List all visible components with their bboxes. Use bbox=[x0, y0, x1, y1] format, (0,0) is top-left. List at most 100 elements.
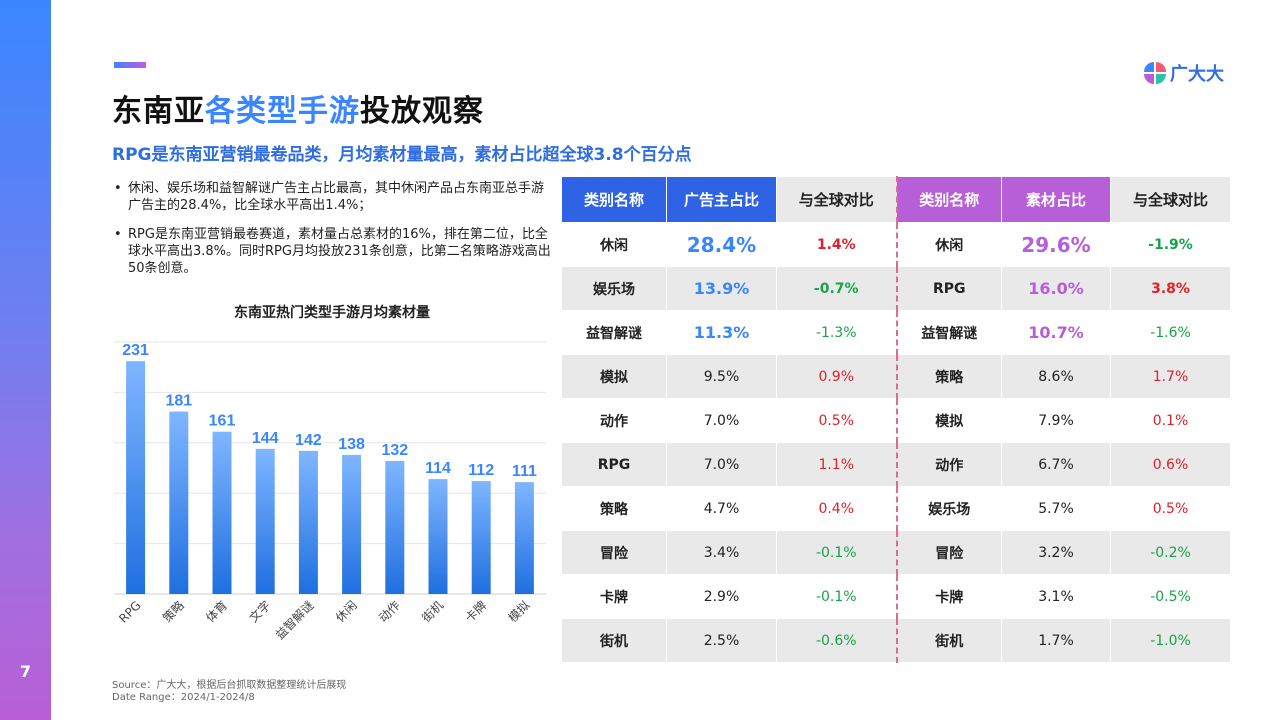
advertiser-compare-cell: -0.6% bbox=[776, 618, 897, 663]
creative-share-cell: 5.7% bbox=[1001, 486, 1111, 531]
x-tick-label: 益智解谜 bbox=[272, 598, 317, 640]
advertiser-compare-cell: 1.4% bbox=[776, 222, 897, 267]
advertiser-compare-cell: 1.1% bbox=[776, 442, 897, 487]
bar-value-label: 111 bbox=[512, 463, 537, 480]
left-category-cell: 娱乐场 bbox=[561, 266, 667, 311]
comparison-table: 类别名称 广告主占比 与全球对比 类别名称 素材占比 与全球对比 休闲 28.4%… bbox=[561, 176, 1231, 663]
left-accent-sidebar bbox=[0, 0, 51, 720]
advertiser-share-cell: 2.5% bbox=[666, 618, 777, 663]
bar-chart: 231 RPG 181 策略 161 体育 144 文字 142 益智解谜 138 休闲 132 动作 11… bbox=[114, 341, 546, 640]
insight-bullets: 休闲、娱乐场和益智解谜广告主占比最高，其中休闲产品占东南亚总手游广告主的28.4… bbox=[112, 180, 552, 289]
table-row: 卡牌 2.9% -0.1% 卡牌 3.1% -0.5% bbox=[561, 574, 1231, 619]
bar-模拟 bbox=[514, 482, 534, 594]
creative-share-cell: 3.1% bbox=[1001, 574, 1111, 619]
bar-value-label: 138 bbox=[338, 436, 365, 453]
advertiser-share-cell: 7.0% bbox=[666, 398, 777, 443]
bar-休闲 bbox=[342, 454, 362, 594]
advertiser-share-cell: 7.0% bbox=[666, 442, 777, 487]
advertiser-share-cell: 2.9% bbox=[666, 574, 777, 619]
advertiser-share-cell: 28.4% bbox=[666, 222, 777, 267]
table-body: 休闲 28.4% 1.4% 休闲 29.6% -1.9% 娱乐场 13.9% -0.7% RPG 1… bbox=[561, 222, 1231, 663]
bar-value-label: 161 bbox=[209, 413, 236, 430]
table-row: 娱乐场 13.9% -0.7% RPG 16.0% 3.8% bbox=[561, 266, 1231, 311]
left-category-cell: RPG bbox=[561, 442, 667, 487]
x-tick-label: 休闲 bbox=[333, 598, 360, 625]
right-category-cell: 冒险 bbox=[895, 530, 1002, 575]
creative-compare-cell: -1.0% bbox=[1110, 618, 1231, 663]
x-tick-label: RPG bbox=[116, 598, 143, 625]
table-header-row: 类别名称 广告主占比 与全球对比 类别名称 素材占比 与全球对比 bbox=[561, 176, 1231, 223]
table-row: RPG 7.0% 1.1% 动作 6.7% 0.6% bbox=[561, 442, 1231, 487]
table-row: 动作 7.0% 0.5% 模拟 7.9% 0.1% bbox=[561, 398, 1231, 443]
creative-share-cell: 1.7% bbox=[1001, 618, 1111, 663]
brand-logo: 广大大 bbox=[1144, 60, 1224, 86]
bar-value-label: 132 bbox=[381, 442, 408, 459]
creative-share-cell: 7.9% bbox=[1001, 398, 1111, 443]
header-global-compare-right: 与全球对比 bbox=[1110, 176, 1231, 223]
creative-share-cell: 10.7% bbox=[1001, 310, 1111, 355]
left-category-cell: 街机 bbox=[561, 618, 667, 663]
table-row: 益智解谜 11.3% -1.3% 益智解谜 10.7% -1.6% bbox=[561, 310, 1231, 355]
creative-compare-cell: 3.8% bbox=[1110, 266, 1231, 311]
right-category-cell: 益智解谜 bbox=[895, 310, 1002, 355]
left-category-cell: 冒险 bbox=[561, 530, 667, 575]
logo-icon bbox=[1144, 62, 1166, 84]
right-category-cell: 休闲 bbox=[895, 222, 1002, 267]
advertiser-share-cell: 3.4% bbox=[666, 530, 777, 575]
advertiser-share-cell: 4.7% bbox=[666, 486, 777, 531]
left-category-cell: 卡牌 bbox=[561, 574, 667, 619]
creative-compare-cell: -0.5% bbox=[1110, 574, 1231, 619]
creative-share-cell: 6.7% bbox=[1001, 442, 1111, 487]
bar-策略 bbox=[169, 411, 189, 594]
page-subtitle: RPG是东南亚营销最卷品类，月均素材量最高，素材占比超全球3.8个百分点 bbox=[112, 145, 692, 165]
header-advertiser-share: 广告主占比 bbox=[666, 176, 777, 223]
bullet-item: RPG是东南亚营销最卷赛道，素材量占总素材的16%，排在第二位，比全球水平高出3… bbox=[112, 226, 552, 277]
title-part-1: 东南亚 bbox=[112, 94, 205, 129]
page-number: 7 bbox=[19, 662, 32, 681]
date-range-line: Date Range：2024/1-2024/8 bbox=[112, 692, 255, 703]
x-tick-label: 体育 bbox=[203, 598, 231, 626]
header-category-left: 类别名称 bbox=[561, 176, 667, 223]
bar-动作 bbox=[385, 460, 405, 594]
bar-value-label: 181 bbox=[165, 393, 192, 410]
bar-value-label: 231 bbox=[122, 342, 149, 359]
creative-compare-cell: 0.1% bbox=[1110, 398, 1231, 443]
bar-value-label: 142 bbox=[295, 432, 322, 449]
right-category-cell: 模拟 bbox=[895, 398, 1002, 443]
title-part-3: 投放观察 bbox=[360, 94, 484, 129]
title-part-highlight: 各类型手游 bbox=[205, 94, 360, 129]
x-tick-label: 文字 bbox=[246, 598, 274, 626]
source-note: Source：广大大，根据后台抓取数据整理统计后展现 Date Range：20… bbox=[112, 680, 346, 704]
advertiser-compare-cell: -0.1% bbox=[776, 574, 897, 619]
bar-value-label: 144 bbox=[252, 430, 279, 447]
x-tick-label: 动作 bbox=[376, 598, 403, 625]
source-line: Source：广大大，根据后台抓取数据整理统计后展现 bbox=[112, 680, 347, 691]
bar-value-label: 112 bbox=[468, 462, 494, 479]
right-category-cell: 娱乐场 bbox=[895, 486, 1002, 531]
right-category-cell: 街机 bbox=[895, 618, 1002, 663]
header-category-right: 类别名称 bbox=[895, 176, 1002, 223]
creative-compare-cell: 1.7% bbox=[1110, 354, 1231, 399]
advertiser-compare-cell: -1.3% bbox=[776, 310, 897, 355]
comparison-table-wrapper: 类别名称 广告主占比 与全球对比 类别名称 素材占比 与全球对比 休闲 28.4%… bbox=[561, 176, 1231, 663]
x-tick-label: 模拟 bbox=[506, 598, 533, 625]
advertiser-compare-cell: 0.9% bbox=[776, 354, 897, 399]
creative-share-cell: 16.0% bbox=[1001, 266, 1111, 311]
x-tick-label: 策略 bbox=[159, 598, 187, 626]
bar-益智解谜 bbox=[298, 450, 318, 594]
header-global-compare-left: 与全球对比 bbox=[776, 176, 897, 223]
header-creative-share: 素材占比 bbox=[1001, 176, 1111, 223]
advertiser-compare-cell: 0.5% bbox=[776, 398, 897, 443]
logo-text: 广大大 bbox=[1170, 64, 1224, 85]
creative-share-cell: 29.6% bbox=[1001, 222, 1111, 267]
table-row: 模拟 9.5% 0.9% 策略 8.6% 1.7% bbox=[561, 354, 1231, 399]
chart-title: 东南亚热门类型手游月均素材量 bbox=[234, 305, 430, 321]
x-tick-label: 街机 bbox=[419, 598, 446, 625]
creative-compare-cell: -1.6% bbox=[1110, 310, 1231, 355]
creative-compare-cell: 0.5% bbox=[1110, 486, 1231, 531]
creative-compare-cell: 0.6% bbox=[1110, 442, 1231, 487]
creative-compare-cell: -0.2% bbox=[1110, 530, 1231, 575]
right-category-cell: RPG bbox=[895, 266, 1002, 311]
table-row: 策略 4.7% 0.4% 娱乐场 5.7% 0.5% bbox=[561, 486, 1231, 531]
advertiser-compare-cell: 0.4% bbox=[776, 486, 897, 531]
